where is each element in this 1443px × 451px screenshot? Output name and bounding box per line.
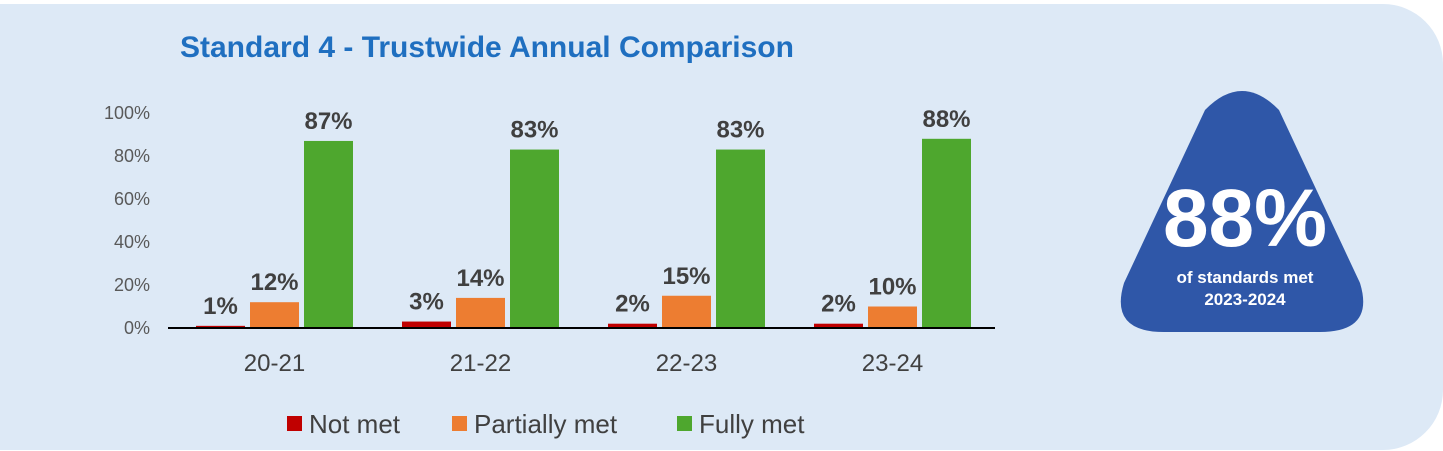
legend-label: Not met	[309, 409, 401, 439]
data-labels: 1% 12% 87% 3% 14% 83% 2% 15% 83% 2% 10% 88%	[203, 106, 970, 320]
bar-not-met	[608, 323, 657, 328]
x-tick-label: 23-24	[862, 350, 923, 377]
legend: Not met Partially met Fully met	[287, 409, 805, 439]
y-tick-label: 60%	[114, 189, 150, 209]
data-label: 10%	[868, 274, 916, 301]
x-tick-label: 22-23	[656, 350, 717, 377]
data-label: 83%	[510, 117, 558, 144]
y-tick-label: 80%	[114, 146, 150, 166]
legend-swatch	[677, 416, 692, 431]
callout-line2: 2023-2024	[1204, 290, 1286, 309]
y-tick-label: 40%	[114, 232, 150, 252]
data-label: 14%	[456, 265, 504, 292]
data-label: 12%	[250, 269, 298, 296]
x-axis-ticks: 20-21 21-22 22-23 23-24	[244, 350, 923, 377]
data-label: 15%	[662, 263, 710, 290]
bars	[196, 138, 971, 328]
bar-not-met	[814, 323, 863, 328]
bar-fully-met	[716, 149, 765, 328]
callout-triangle	[1120, 91, 1364, 332]
callout-value: 88%	[1163, 173, 1327, 264]
bar-partially-met	[456, 297, 505, 328]
y-axis-ticks: 0% 20% 40% 60% 80% 100%	[104, 103, 150, 338]
x-tick-label: 20-21	[244, 350, 305, 377]
bar-partially-met	[662, 295, 711, 328]
y-tick-label: 0%	[124, 318, 150, 338]
bar-partially-met	[868, 306, 917, 328]
x-tick-label: 21-22	[450, 350, 511, 377]
bar-fully-met	[922, 138, 971, 328]
y-tick-label: 20%	[114, 275, 150, 295]
data-label: 2%	[615, 291, 650, 318]
legend-label: Partially met	[474, 409, 618, 439]
bar-partially-met	[250, 302, 299, 328]
data-label: 88%	[922, 106, 970, 133]
callout-line1: of standards met	[1177, 268, 1314, 287]
y-tick-label: 100%	[104, 103, 150, 123]
bar-fully-met	[510, 149, 559, 328]
chart-title: Standard 4 - Trustwide Annual Comparison	[180, 31, 794, 64]
legend-swatch	[452, 416, 467, 431]
bar-fully-met	[304, 140, 353, 328]
bar-not-met	[402, 321, 451, 328]
data-label: 1%	[203, 293, 238, 320]
bar-not-met	[196, 325, 245, 328]
legend-label: Fully met	[699, 409, 805, 439]
legend-swatch	[287, 416, 302, 431]
data-label: 3%	[409, 289, 444, 316]
data-label: 83%	[716, 117, 764, 144]
data-label: 2%	[821, 291, 856, 318]
callout-badge: 88% of standards met 2023-2024	[1120, 91, 1364, 332]
data-label: 87%	[304, 108, 352, 135]
